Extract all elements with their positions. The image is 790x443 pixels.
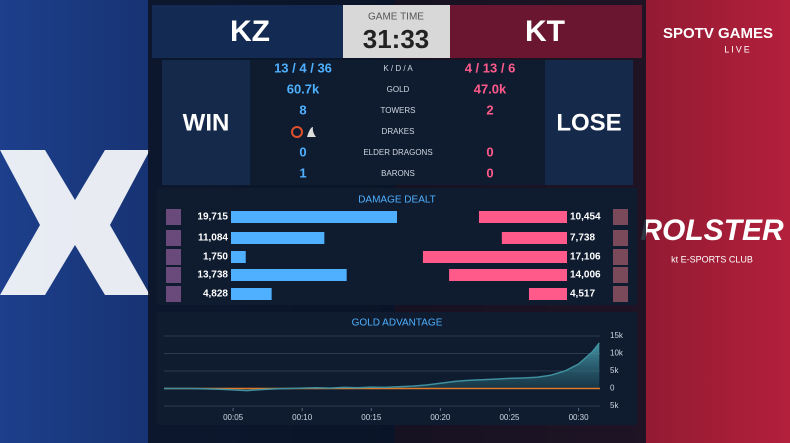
y-tick-label: 5k bbox=[610, 366, 619, 375]
champion-icon bbox=[613, 230, 628, 246]
kt-logo: ROLSTER bbox=[640, 214, 784, 247]
stat-left: 60.7k bbox=[287, 81, 320, 96]
gold-title: GOLD ADVANTAGE bbox=[352, 318, 443, 329]
x-tick-label: 00:15 bbox=[361, 413, 382, 422]
team-right-box bbox=[450, 5, 642, 58]
gold-area bbox=[164, 343, 600, 391]
game-time: 31:33 bbox=[363, 24, 430, 54]
champion-icon bbox=[613, 286, 628, 302]
stat-label: TOWERS bbox=[381, 106, 416, 115]
stat-right: 2 bbox=[486, 102, 493, 117]
damage-label-left: 4,828 bbox=[203, 289, 228, 300]
stat-label: ELDER DRAGONS bbox=[363, 148, 432, 157]
stat-label: DRAKES bbox=[382, 127, 415, 136]
x-tick-label: 00:25 bbox=[499, 413, 520, 422]
y-tick-label: 15k bbox=[610, 331, 624, 340]
stat-left: 1 bbox=[299, 165, 306, 180]
stat-left: 0 bbox=[299, 144, 306, 159]
stat-right: 47.0k bbox=[474, 81, 507, 96]
champion-icon bbox=[166, 209, 181, 225]
champion-icon bbox=[166, 286, 181, 302]
champion-icon bbox=[613, 249, 628, 265]
damage-label-left: 13,738 bbox=[197, 270, 228, 281]
team-left: KZ bbox=[230, 15, 270, 48]
damage-label-left: 1,750 bbox=[203, 252, 228, 263]
damage-bar-right bbox=[478, 211, 567, 223]
damage-bar-right bbox=[422, 251, 567, 263]
x-tick-label: 00:05 bbox=[223, 413, 244, 422]
team-right: KT bbox=[525, 15, 565, 48]
drake-icon bbox=[291, 126, 303, 138]
damage-bar-left bbox=[231, 232, 325, 244]
damage-bar-right bbox=[501, 232, 567, 244]
champion-icon bbox=[166, 249, 181, 265]
damage-panel bbox=[157, 188, 637, 305]
stat-right: 4 / 13 / 6 bbox=[465, 60, 516, 75]
damage-title: DAMAGE DEALT bbox=[358, 195, 436, 206]
stat-left: 13 / 4 / 36 bbox=[274, 60, 332, 75]
x-tick-label: 00:30 bbox=[569, 413, 590, 422]
damage-label-left: 11,084 bbox=[198, 233, 228, 244]
x-tick-label: 00:20 bbox=[430, 413, 451, 422]
damage-label-left: 19,715 bbox=[197, 212, 228, 223]
y-tick-label: 0 bbox=[610, 384, 615, 393]
damage-bar-left bbox=[231, 251, 246, 263]
game-time-label: GAME TIME bbox=[368, 12, 424, 23]
stat-left: 8 bbox=[299, 102, 306, 117]
broadcaster: SPOTV GAMES bbox=[663, 25, 773, 42]
stat-label: GOLD bbox=[387, 85, 410, 94]
result-left: WIN bbox=[183, 109, 230, 136]
result-left-box bbox=[162, 60, 250, 185]
champion-icon bbox=[166, 230, 181, 246]
stat-right: 0 bbox=[486, 144, 493, 159]
result-right: LOSE bbox=[556, 109, 621, 136]
kt-logo-sub: kt E-SPORTS CLUB bbox=[671, 254, 753, 264]
damage-label-right: 10,454 bbox=[570, 212, 601, 223]
champion-icon bbox=[166, 267, 181, 283]
damage-bar-left bbox=[231, 269, 347, 281]
damage-label-right: 14,006 bbox=[570, 270, 601, 281]
broadcaster-sub: LIVE bbox=[724, 44, 752, 54]
kz-logo bbox=[0, 150, 150, 295]
damage-bar-right bbox=[449, 269, 567, 281]
damage-bar-right bbox=[528, 288, 567, 300]
stat-label: K / D / A bbox=[383, 64, 413, 73]
gold-line bbox=[164, 342, 600, 392]
x-tick-label: 00:10 bbox=[292, 413, 313, 422]
stat-right: 0 bbox=[486, 165, 493, 180]
drake-icon bbox=[307, 127, 316, 137]
champion-icon bbox=[613, 209, 628, 225]
game-time-box bbox=[343, 5, 450, 58]
result-right-box bbox=[545, 60, 633, 185]
damage-bar-left bbox=[231, 288, 272, 300]
champion-icon bbox=[613, 267, 628, 283]
damage-label-right: 4,517 bbox=[570, 289, 595, 300]
gold-panel bbox=[157, 312, 637, 425]
y-tick-label: 5k bbox=[610, 401, 619, 410]
stat-label: BARONS bbox=[381, 169, 415, 178]
y-tick-label: 10k bbox=[610, 349, 624, 358]
damage-label-right: 7,738 bbox=[570, 233, 595, 244]
team-left-box bbox=[152, 5, 343, 58]
damage-label-right: 17,106 bbox=[570, 252, 601, 263]
damage-bar-left bbox=[231, 211, 397, 223]
drake-icons bbox=[291, 126, 316, 138]
